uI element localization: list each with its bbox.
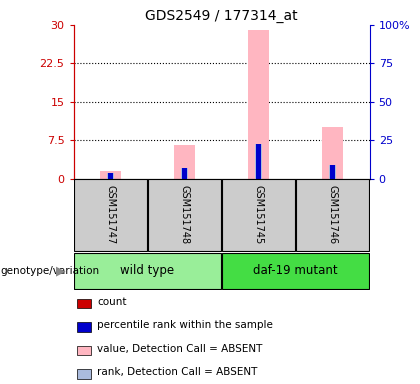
- Bar: [107, 173, 114, 179]
- Bar: [330, 165, 335, 179]
- Bar: [108, 174, 113, 179]
- Text: rank, Detection Call = ABSENT: rank, Detection Call = ABSENT: [97, 367, 257, 377]
- Bar: [77, 346, 91, 355]
- Bar: [77, 322, 91, 331]
- Text: wild type: wild type: [121, 264, 175, 277]
- Bar: [248, 30, 269, 179]
- Bar: [256, 144, 261, 179]
- Text: GSM151748: GSM151748: [179, 185, 189, 245]
- FancyBboxPatch shape: [222, 253, 369, 289]
- FancyBboxPatch shape: [222, 179, 295, 251]
- FancyBboxPatch shape: [148, 179, 221, 251]
- Text: value, Detection Call = ABSENT: value, Detection Call = ABSENT: [97, 344, 262, 354]
- Text: ▶: ▶: [55, 264, 65, 277]
- Text: GSM151745: GSM151745: [254, 185, 264, 245]
- Bar: [330, 169, 335, 179]
- Bar: [182, 169, 187, 179]
- Text: percentile rank within the sample: percentile rank within the sample: [97, 320, 273, 330]
- Title: GDS2549 / 177314_at: GDS2549 / 177314_at: [145, 8, 298, 23]
- Text: GSM151746: GSM151746: [328, 185, 338, 245]
- Bar: [108, 173, 113, 179]
- Text: daf-19 mutant: daf-19 mutant: [253, 264, 338, 277]
- Text: count: count: [97, 297, 127, 307]
- Bar: [77, 299, 91, 308]
- Bar: [100, 171, 121, 179]
- Bar: [77, 369, 91, 379]
- Bar: [255, 144, 262, 179]
- Bar: [256, 174, 261, 179]
- Text: genotype/variation: genotype/variation: [0, 266, 99, 276]
- FancyBboxPatch shape: [74, 253, 221, 289]
- Text: GSM151747: GSM151747: [105, 185, 116, 245]
- Bar: [182, 171, 187, 179]
- Bar: [322, 127, 343, 179]
- FancyBboxPatch shape: [74, 179, 147, 251]
- Bar: [174, 145, 195, 179]
- FancyBboxPatch shape: [297, 179, 369, 251]
- Bar: [181, 169, 188, 179]
- Bar: [329, 165, 336, 179]
